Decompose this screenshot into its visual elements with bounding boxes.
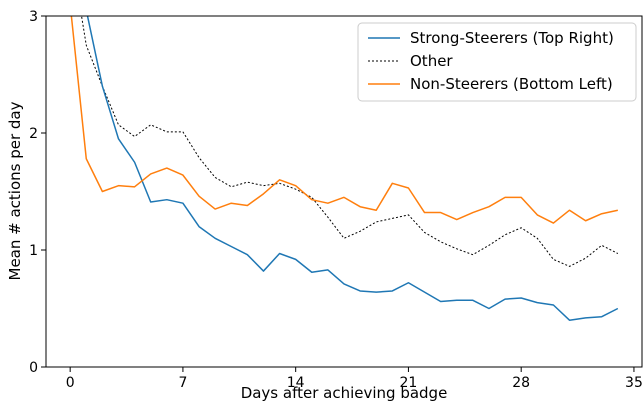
x-tick-label: 7 xyxy=(178,375,187,391)
x-axis-label: Days after achieving badge xyxy=(241,384,448,401)
x-tick-label: 21 xyxy=(400,375,418,391)
series-line-strong-steerers-top-right xyxy=(86,16,619,321)
x-tick-label: 35 xyxy=(625,375,643,391)
series-layer xyxy=(70,16,619,321)
y-tick-label: 0 xyxy=(29,360,38,376)
legend-label-non-steerers: Non-Steerers (Bottom Left) xyxy=(410,75,613,93)
legend-box xyxy=(357,22,637,102)
x-tick-label: 14 xyxy=(287,375,305,391)
x-tick-label: 0 xyxy=(66,375,75,391)
x-tick-label: 28 xyxy=(512,375,530,391)
plot-frame xyxy=(45,15,643,368)
series-line-non-steerers-bottom-left xyxy=(70,16,618,224)
ticks-layer: 0 7 14 21 28 35 0 1 2 3 xyxy=(29,9,643,391)
legend-label-strong-steerers: Strong-Steerers (Top Right) xyxy=(410,29,614,47)
y-tick-label: 1 xyxy=(29,243,38,259)
y-tick-label: 3 xyxy=(29,9,38,25)
legend: Strong-Steerers (Top Right) Other Non-St… xyxy=(357,22,637,102)
legend-label-other: Other xyxy=(410,52,453,70)
y-tick-label: 2 xyxy=(29,126,38,142)
y-axis-label: Mean # actions per day xyxy=(6,101,24,280)
